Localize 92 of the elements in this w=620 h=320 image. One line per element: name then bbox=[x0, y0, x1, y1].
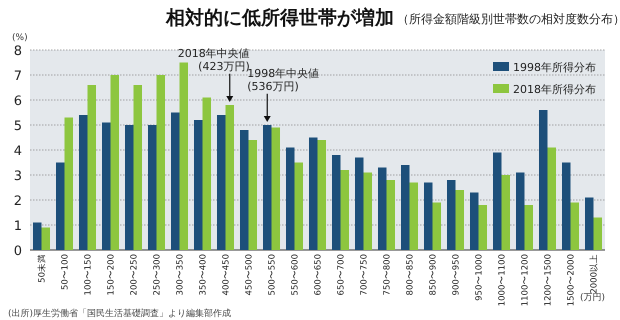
bar bbox=[400, 165, 410, 250]
y-tick-label: 1 bbox=[14, 219, 22, 234]
x-tick-label: 1200〜1500 bbox=[544, 254, 554, 306]
bar bbox=[446, 180, 456, 250]
x-tick-label: 850〜900 bbox=[428, 254, 438, 296]
x-tick-label: 450〜500 bbox=[244, 254, 254, 296]
bar bbox=[594, 218, 602, 250]
x-tick-label: 400〜450 bbox=[222, 254, 232, 296]
bar bbox=[102, 122, 110, 250]
bar bbox=[156, 75, 166, 250]
bar bbox=[180, 62, 188, 250]
bar bbox=[262, 125, 272, 250]
bar bbox=[492, 152, 502, 250]
x-tick-label: 150〜200 bbox=[106, 254, 116, 296]
x-tick-label: 600〜650 bbox=[314, 254, 324, 296]
x-tick-label: 300〜350 bbox=[176, 254, 186, 296]
bar bbox=[124, 125, 134, 250]
bar bbox=[318, 140, 326, 250]
x-tick-label: 500〜550 bbox=[268, 254, 278, 296]
bar bbox=[432, 202, 442, 250]
x-tick-label: 250〜300 bbox=[152, 254, 162, 296]
bar bbox=[424, 182, 432, 250]
bar bbox=[240, 130, 248, 250]
x-tick-label: 350〜400 bbox=[198, 254, 208, 296]
x-tick-label: 50〜100 bbox=[60, 254, 70, 290]
chart-subtitle: （所得金額階級別世帯数の相対度数分布） bbox=[397, 12, 620, 26]
bar bbox=[502, 175, 510, 250]
bar bbox=[410, 182, 418, 250]
bar bbox=[516, 172, 524, 250]
bar bbox=[148, 125, 156, 250]
x-tick-label: 100〜150 bbox=[84, 254, 94, 296]
y-tick-label: 3 bbox=[14, 169, 22, 184]
bar bbox=[110, 75, 120, 250]
bar bbox=[216, 115, 226, 250]
bar bbox=[64, 118, 74, 250]
x-tick-label: 550〜600 bbox=[290, 254, 300, 296]
x-tick-label: 50未満 bbox=[36, 254, 48, 283]
bar bbox=[286, 148, 294, 250]
y-tick-label: 5 bbox=[14, 119, 22, 134]
y-tick-label: 0 bbox=[14, 244, 22, 259]
bar bbox=[378, 168, 386, 250]
x-tick-label: 650〜700 bbox=[336, 254, 346, 296]
y-tick-label: 6 bbox=[14, 94, 22, 109]
bar bbox=[202, 98, 212, 250]
y-tick-label: 7 bbox=[14, 69, 22, 84]
x-tick-label: 750〜800 bbox=[382, 254, 392, 296]
bar bbox=[56, 162, 64, 250]
x-tick-label: 1100〜1200 bbox=[520, 254, 530, 306]
bar bbox=[308, 138, 318, 250]
bar bbox=[226, 105, 234, 250]
x-axis-title: (万円) bbox=[580, 293, 605, 303]
bar bbox=[562, 162, 570, 250]
legend-label: 1998年所得分布 bbox=[513, 61, 596, 74]
bar bbox=[272, 128, 280, 250]
bar bbox=[78, 115, 88, 250]
bar bbox=[88, 85, 96, 250]
chart-title: 相対的に低所得世帯が増加 bbox=[165, 7, 394, 29]
bar bbox=[524, 205, 534, 250]
bar bbox=[248, 140, 258, 250]
x-tick-label: 700〜750 bbox=[360, 254, 370, 296]
x-tick-label: 900〜950 bbox=[452, 254, 462, 296]
bar bbox=[570, 202, 580, 250]
x-tick-label: 800〜850 bbox=[406, 254, 416, 296]
bar bbox=[32, 222, 42, 250]
bar bbox=[194, 120, 202, 250]
y-axis-title: (%) bbox=[12, 33, 28, 43]
bar bbox=[354, 158, 364, 250]
y-tick-label: 8 bbox=[14, 44, 22, 59]
bar bbox=[170, 112, 180, 250]
bar bbox=[478, 205, 488, 250]
x-tick-label: 950〜1000 bbox=[474, 254, 484, 301]
bar bbox=[340, 170, 350, 250]
bar bbox=[538, 110, 548, 250]
bar bbox=[364, 172, 372, 250]
bar bbox=[386, 180, 396, 250]
x-tick-label: 200〜250 bbox=[130, 254, 140, 296]
x-tick-label: 2000以上 bbox=[588, 254, 600, 294]
y-tick-label: 4 bbox=[14, 144, 22, 159]
legend-label: 2018年所得分布 bbox=[513, 83, 596, 96]
x-tick-label: 1000〜1100 bbox=[498, 254, 508, 306]
bar bbox=[456, 190, 464, 250]
bar bbox=[584, 198, 594, 250]
bar bbox=[294, 162, 304, 250]
bar bbox=[332, 155, 340, 250]
bar bbox=[134, 85, 142, 250]
bar bbox=[470, 192, 478, 250]
bar bbox=[548, 148, 556, 250]
x-tick-label: 1500〜2000 bbox=[566, 254, 576, 306]
annotation: 2018年中央値 (423万円) bbox=[178, 46, 250, 73]
y-tick-label: 2 bbox=[14, 194, 22, 209]
text: (出所)厚生労働省「国民生活基礎調査」より編集部作成 bbox=[8, 308, 232, 319]
bar bbox=[42, 228, 50, 250]
